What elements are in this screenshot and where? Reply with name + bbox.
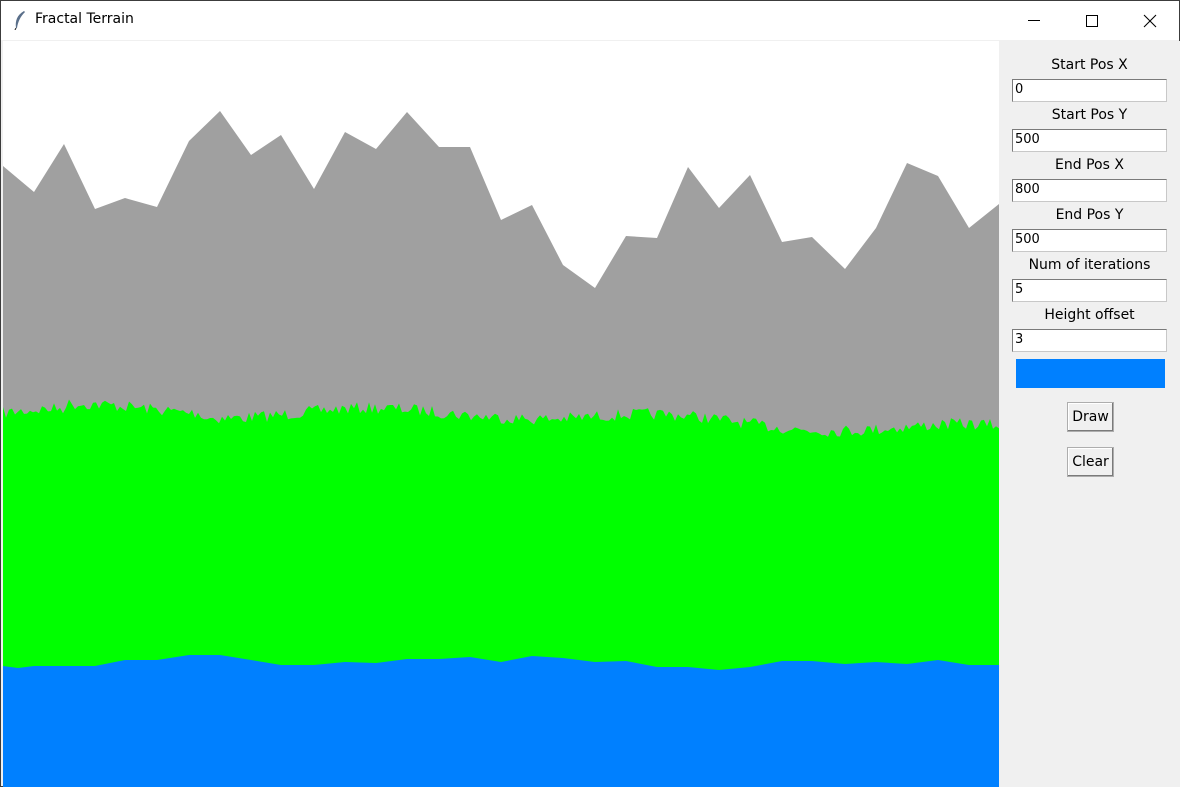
feather-icon [14, 11, 25, 30]
start-pos-x-input[interactable]: 0 [1012, 79, 1167, 102]
close-icon [1143, 14, 1157, 28]
title-bar[interactable]: Fractal Terrain [1, 1, 1179, 40]
water-layer [3, 655, 999, 787]
color-swatch[interactable] [1016, 359, 1165, 388]
window-title: Fractal Terrain [35, 11, 134, 27]
control-panel: Start Pos X 0 Start Pos Y 500 End Pos X … [999, 41, 1180, 787]
minimize-icon [1028, 20, 1040, 21]
minimize-button[interactable] [1005, 1, 1063, 40]
maximize-button[interactable] [1063, 1, 1121, 40]
close-button[interactable] [1121, 1, 1179, 40]
num-iterations-label: Num of iterations [1028, 257, 1151, 273]
height-offset-input[interactable]: 3 [1012, 329, 1167, 352]
start-pos-y-label: Start Pos Y [1051, 107, 1128, 123]
end-pos-y-label: End Pos Y [1055, 207, 1124, 223]
start-pos-x-label: Start Pos X [1051, 57, 1128, 73]
terrain-canvas[interactable] [3, 41, 999, 787]
clear-button[interactable]: Clear [1067, 447, 1114, 477]
maximize-icon [1086, 15, 1098, 27]
end-pos-y-input[interactable]: 500 [1012, 229, 1167, 252]
end-pos-x-input[interactable]: 800 [1012, 179, 1167, 202]
end-pos-x-label: End Pos X [1055, 157, 1124, 173]
num-iterations-input[interactable]: 5 [1012, 279, 1167, 302]
start-pos-y-input[interactable]: 500 [1012, 129, 1167, 152]
height-offset-label: Height offset [1044, 307, 1135, 323]
draw-button[interactable]: Draw [1067, 402, 1114, 432]
